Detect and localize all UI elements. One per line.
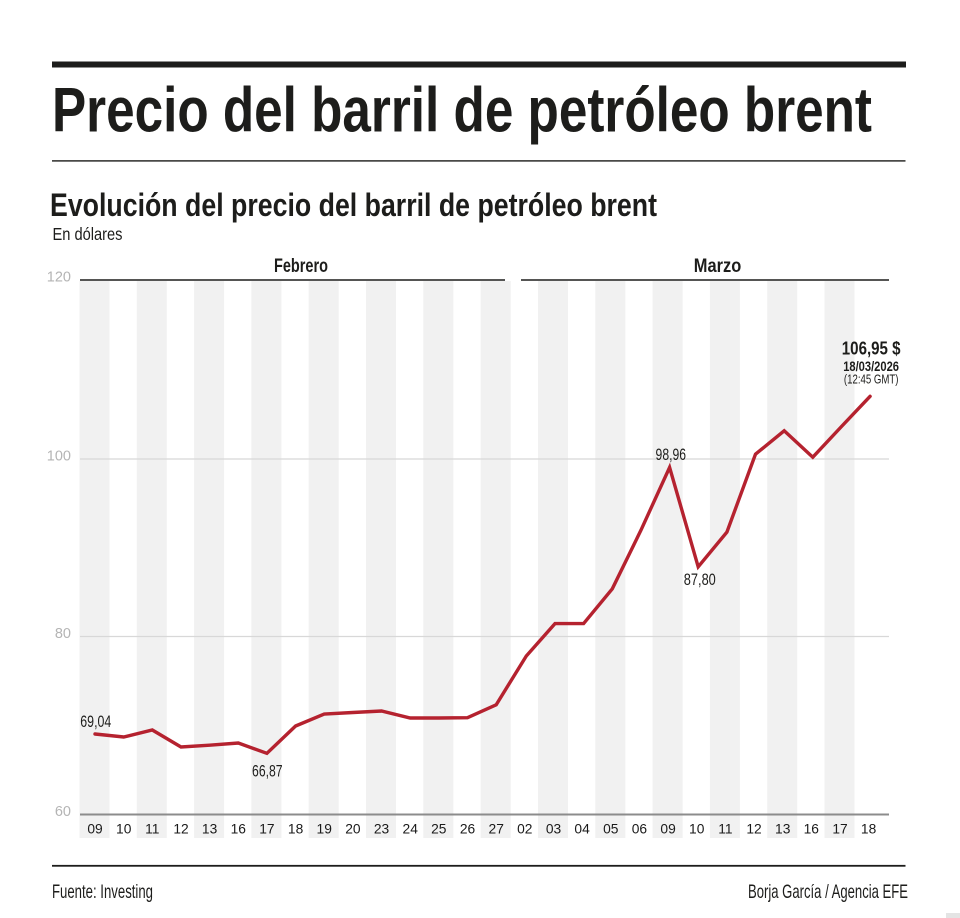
svg-text:Precio del barril de petróleo: Precio del barril de petróleo brent <box>52 76 872 146</box>
svg-text:05: 05 <box>603 822 619 837</box>
svg-text:11: 11 <box>145 822 159 837</box>
svg-text:En dólares: En dólares <box>53 224 123 244</box>
svg-text:17: 17 <box>832 822 847 837</box>
svg-text:12: 12 <box>173 822 188 837</box>
svg-text:18/03/2026: 18/03/2026 <box>843 359 899 375</box>
svg-text:09: 09 <box>87 822 103 837</box>
svg-text:12: 12 <box>746 822 761 837</box>
svg-text:100: 100 <box>47 449 71 465</box>
svg-text:60: 60 <box>55 804 71 820</box>
svg-text:06: 06 <box>632 822 648 837</box>
svg-text:18: 18 <box>861 822 877 837</box>
svg-text:23: 23 <box>374 822 390 837</box>
svg-text:13: 13 <box>202 822 218 837</box>
svg-text:02: 02 <box>517 822 532 837</box>
svg-text:87,80: 87,80 <box>684 570 716 589</box>
svg-text:Fuente: Investing: Fuente: Investing <box>52 881 153 903</box>
svg-text:16: 16 <box>804 822 820 837</box>
svg-text:120: 120 <box>47 270 71 286</box>
svg-text:80: 80 <box>55 626 71 642</box>
svg-text:Marzo: Marzo <box>694 256 742 277</box>
svg-text:04: 04 <box>574 822 590 837</box>
svg-text:13: 13 <box>775 822 791 837</box>
svg-text:66,87: 66,87 <box>252 762 283 781</box>
svg-text:24: 24 <box>403 822 419 837</box>
svg-text:11: 11 <box>718 822 732 837</box>
svg-text:69,04: 69,04 <box>80 712 111 731</box>
svg-text:18: 18 <box>288 822 304 837</box>
svg-text:106,95 $: 106,95 $ <box>842 338 901 359</box>
svg-text:26: 26 <box>460 822 476 837</box>
svg-text:Evolución del precio del barri: Evolución del precio del barril de petró… <box>50 187 657 223</box>
svg-text:10: 10 <box>116 822 132 837</box>
svg-text:10: 10 <box>689 822 705 837</box>
svg-text:09: 09 <box>660 822 676 837</box>
svg-text:Febrero: Febrero <box>274 256 328 277</box>
svg-text:98,96: 98,96 <box>656 445 687 464</box>
svg-text:25: 25 <box>431 822 447 837</box>
svg-text:20: 20 <box>345 822 361 837</box>
svg-text:16: 16 <box>231 822 247 837</box>
svg-text:19: 19 <box>317 822 333 837</box>
svg-text:(12:45 GMT): (12:45 GMT) <box>844 372 899 387</box>
svg-text:17: 17 <box>259 822 274 837</box>
svg-text:27: 27 <box>489 822 504 837</box>
svg-text:Borja García / Agencia EFE: Borja García / Agencia EFE <box>748 881 908 903</box>
svg-text:03: 03 <box>546 822 562 837</box>
